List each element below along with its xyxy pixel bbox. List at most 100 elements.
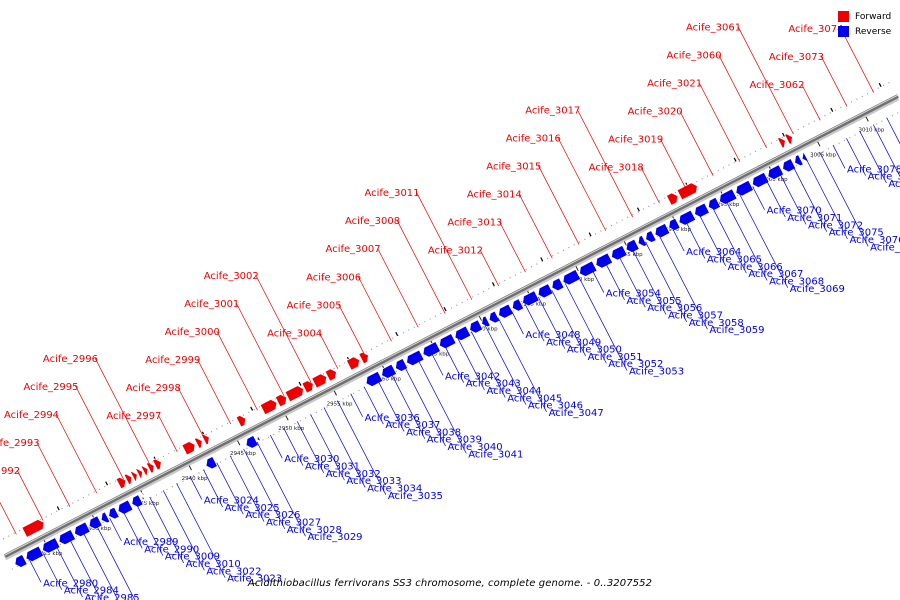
gene-label: Acife_3027 [266,518,321,529]
gene-label: Acife_3061 [686,23,741,34]
gene-arrow-shape [751,171,770,189]
gene-arrow-shape [324,368,337,382]
gene-label: Acife_3021 [647,79,702,90]
scale-tick-label: 2995 kbp [713,202,739,208]
gene-arrow [108,506,120,520]
gene-arrow [21,518,45,538]
label-leader [243,448,286,530]
label-leader [216,462,244,515]
gene-label: Acife_2980 [43,578,98,589]
gene-arrow [235,414,247,428]
gene-label: Acife_3006 [306,272,361,283]
label-leader [0,501,17,535]
gene-label: Acife_3024 [204,496,259,507]
label-leader [75,385,124,480]
label-leader [591,269,605,293]
gene-label: Acife_2992 [0,466,20,477]
gene-arrow [100,511,111,524]
genome-axis [3,94,900,561]
gene-arrow-shape [152,458,162,471]
gene-arrow [782,158,797,173]
gene-arrow-shape [245,434,259,449]
gene-arrow [801,151,810,163]
label-leader [69,538,102,600]
gene-arrow-shape [784,133,793,146]
gene-label: Acife_3044 [486,386,541,397]
label-leader [792,165,828,232]
gene-label: Acife_3071 [787,213,842,224]
label-leader [176,483,226,578]
gene-label: Acife_3078 [847,164,900,175]
label-leader [685,220,706,259]
gene-arrow [245,434,259,449]
gene-arrow-shape [200,433,210,446]
label-leader [499,221,526,273]
gene-label: Acife_3055 [627,296,682,307]
gene-arrow [381,363,398,379]
gene-label: Acife_2994 [4,410,59,421]
label-leader [640,166,660,204]
gene-arrow-shape [345,356,360,371]
gene-label: Acife_3051 [588,352,643,363]
label-leader [377,379,405,432]
gene-arrow [117,499,134,515]
gene-label: Acife_3080 [888,179,900,190]
gene-label: Acife_3023 [227,574,282,585]
gene-arrow-shape [21,518,45,538]
gene-arrow [488,310,501,324]
gene-label: Acife_3058 [689,318,744,329]
gene-label: Acife_3017 [525,105,580,116]
label-leader [846,138,866,176]
gene-arrow-shape [611,244,628,261]
track-mark [443,307,447,312]
gene-arrow-shape [115,476,127,490]
gene-arrow [654,222,671,239]
gene-labels: Acife_2991 Acife_2992 Acife_2993 Acife_2994… [0,23,900,600]
gene-arrow-shape [256,432,265,444]
label-leader [557,137,607,231]
legend: Forward Reverse [838,9,891,39]
label-leader [337,400,387,495]
label-leader [310,414,345,481]
gene-arrow-shape [707,196,722,211]
gene-label: Acife_2985 [85,593,140,600]
scale-tick [817,141,821,147]
gene-arrow-shape [88,515,103,530]
gene-arrow-shape [193,437,203,450]
label-leader [765,179,786,218]
gene-arrow-shape [42,536,61,554]
gene-arrow-shape [488,310,501,324]
gene-arrow-shape [438,332,457,350]
gene-label: Acife_3009 [165,552,220,563]
label-leader [578,276,628,371]
gene-label: Acife_3041 [468,449,523,460]
label-leader [283,428,304,466]
label-leader [832,145,846,169]
gene-arrow-shape [562,268,582,286]
gene-arrow-shape [14,553,28,568]
label-leader [872,124,900,178]
gene-arrow-shape [381,363,398,379]
label-leader [196,358,232,425]
gene-arrow [145,462,155,474]
label-leader [518,193,553,259]
label-leader [396,220,446,314]
legend-item-forward: Forward [838,9,891,24]
gene-label: Acife_3062 [749,80,804,91]
gene-arrow-shape [100,511,111,524]
scale-tick-label: 2965 kbp [423,352,449,358]
gene-arrow [707,196,722,211]
gene-arrow [301,380,314,394]
scale-tick [188,465,192,471]
track-mark [782,132,785,137]
track-mark [105,481,109,486]
gene-label: Acife_3057 [668,311,723,322]
gene-arrow [498,303,515,319]
label-leader [350,393,363,417]
gene-arrow-shape [782,158,797,173]
gene-arrow [358,351,369,365]
gene-label: Acife_3047 [549,408,604,419]
gene-arrow-shape [469,319,484,334]
gene-arrow-shape [694,202,711,218]
gene-arrow [14,553,28,568]
